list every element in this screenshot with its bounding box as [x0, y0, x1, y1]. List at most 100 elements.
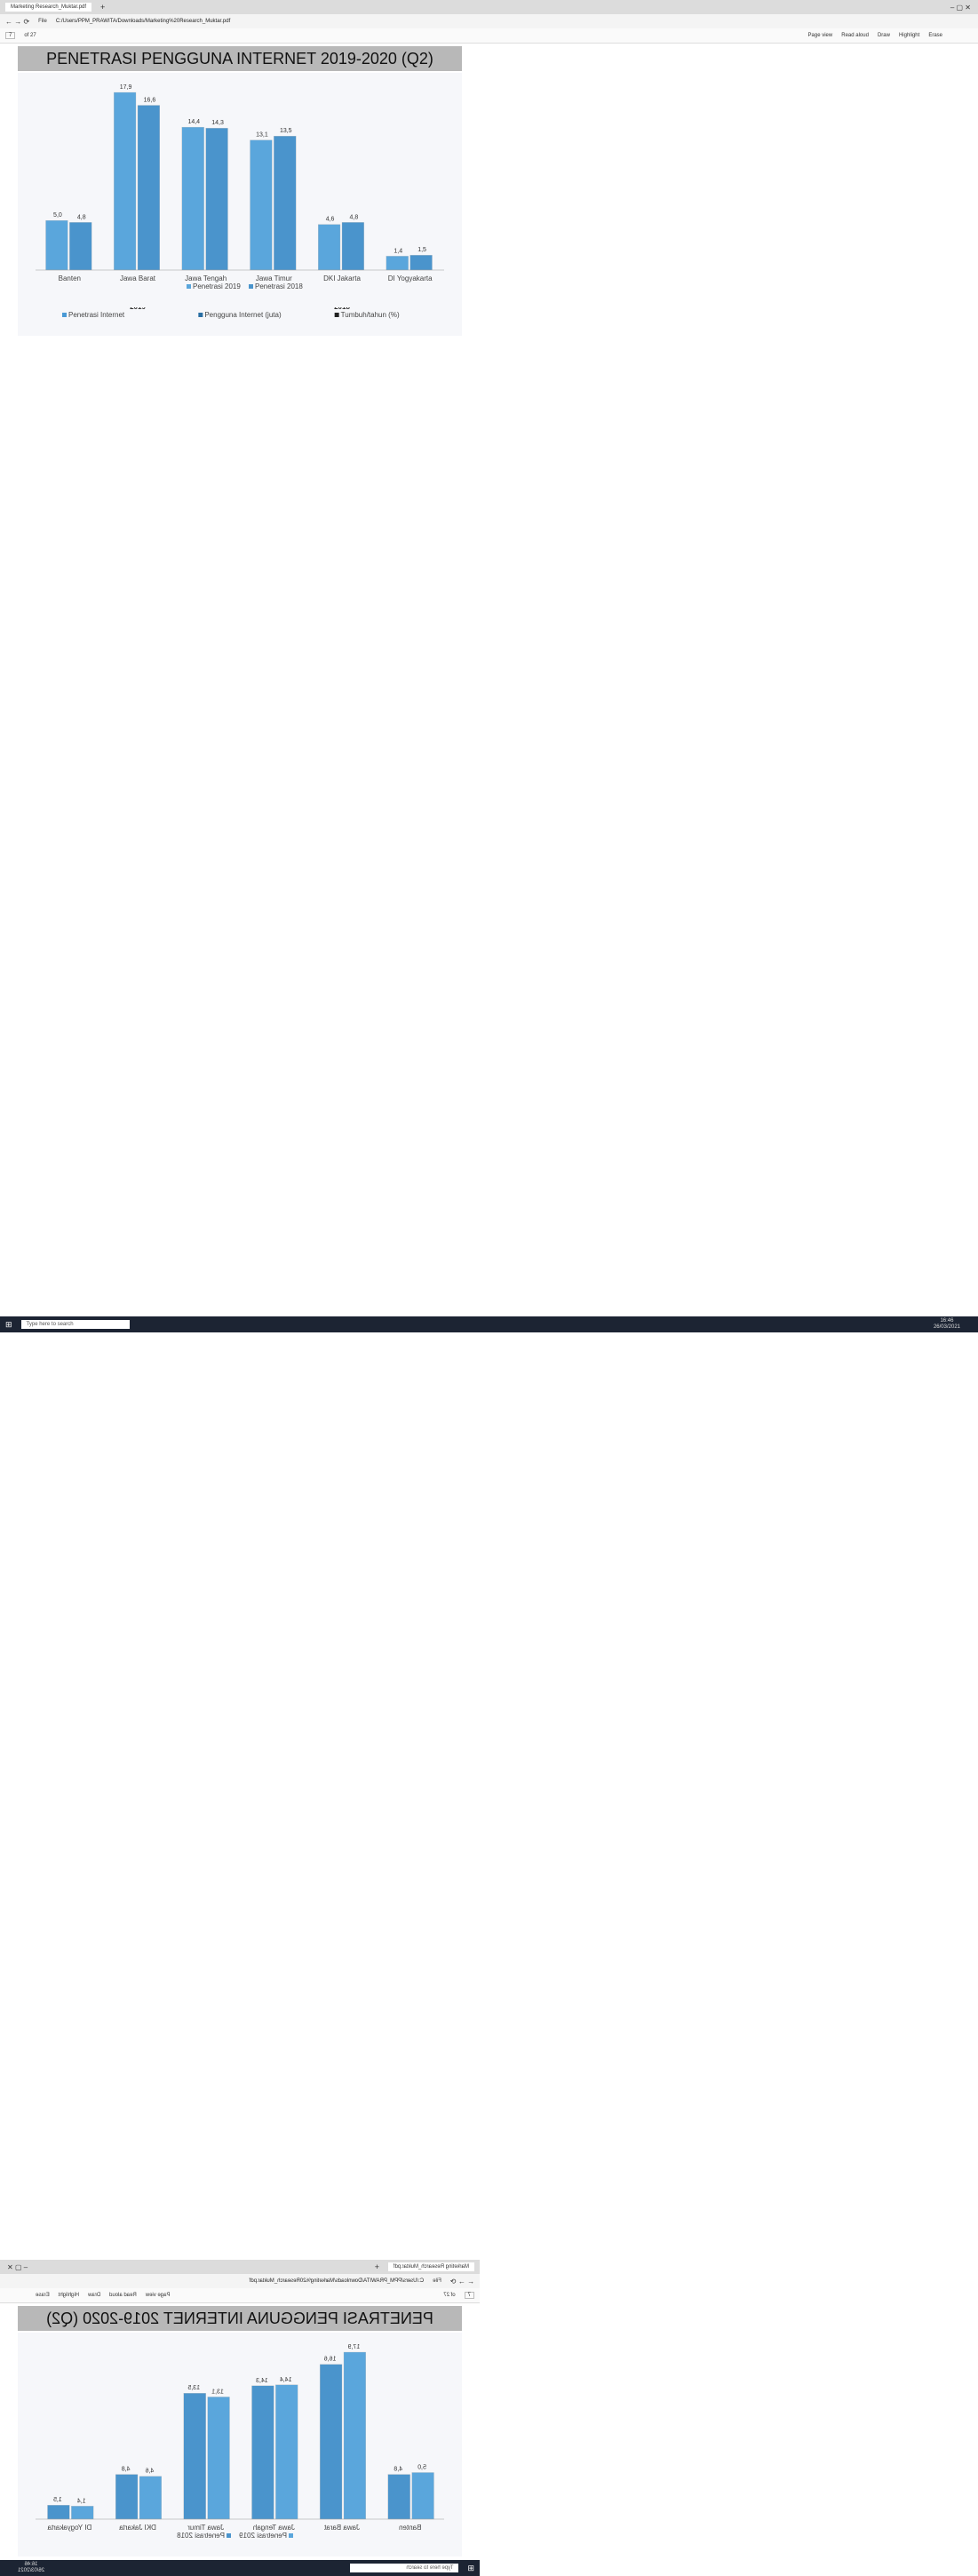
- browser-tab[interactable]: Marketing Research_Muktar.pdf: [5, 3, 91, 12]
- value-label: 4,6: [326, 217, 335, 223]
- url[interactable]: C:/Users/PPM_PRAWITA/Downloads/Marketing…: [56, 19, 230, 24]
- pdf-window: Marketing Research_Muktar.pdf+– ▢ ✕← → ⟳…: [0, 1222, 480, 1578]
- category-label: Jawa Tengah: [185, 274, 227, 282]
- category-label: DI Yogyakarta: [388, 274, 433, 282]
- search-box[interactable]: Type here to search: [21, 1320, 130, 1329]
- time: 16:46: [18, 2562, 44, 2568]
- category-label: Jawa Tengah: [253, 2524, 295, 2532]
- category-label: Banten: [399, 2524, 421, 2532]
- value-label: 4,8: [122, 2467, 131, 2473]
- value-label: 1,4: [77, 2498, 86, 2504]
- toolbar-button[interactable]: Erase: [36, 2293, 50, 2298]
- bar: [138, 106, 160, 270]
- tab-bar: Marketing Research_Muktar.pdf + – ▢ ✕: [0, 0, 978, 14]
- nav-buttons[interactable]: ← → ⟳: [450, 2278, 474, 2286]
- search-box[interactable]: Type here to search: [350, 2564, 458, 2572]
- bar: [274, 136, 296, 270]
- start-button[interactable]: ⊞: [467, 2564, 474, 2573]
- browser-tab[interactable]: Marketing Research_Muktar.pdf: [388, 2262, 474, 2271]
- value-label: 5,0: [417, 2464, 426, 2470]
- pdf-window: Marketing Research_Muktar.pdf+– ▢ ✕← → ⟳…: [0, 1578, 480, 1933]
- legend-label: Penetrasi Internet: [68, 311, 125, 319]
- toolbar-button[interactable]: Read aloud: [841, 33, 869, 38]
- toolbar-button[interactable]: Erase: [928, 33, 942, 38]
- bar: [114, 92, 136, 270]
- chart-background: [18, 73, 462, 307]
- legend-swatch: [227, 2533, 231, 2538]
- legend-label: Pengguna Internet (juta): [204, 311, 282, 319]
- toolbar-button[interactable]: Highlight: [59, 2293, 79, 2298]
- bar: [48, 2505, 70, 2519]
- bar: [386, 256, 409, 270]
- legend-label: Penetrasi 2018: [177, 2532, 225, 2540]
- slide-title: PENETRASI PENGGUNA INTERNET 2019-2020 (Q…: [46, 2310, 433, 2328]
- category-label: Jawa Timur: [187, 2524, 224, 2532]
- page-number[interactable]: 7: [465, 2292, 474, 2299]
- toolbar-button[interactable]: Page view: [146, 2293, 171, 2298]
- bar: [71, 2506, 93, 2519]
- value-label: 1,5: [417, 247, 426, 253]
- nav-buttons[interactable]: ← → ⟳: [5, 18, 29, 26]
- address-bar: ← → ⟳ File C:/Users/PPM_PRAWITA/Downloads/…: [0, 14, 978, 28]
- value-label: 4,8: [394, 2467, 402, 2473]
- legend-swatch: [289, 2533, 293, 2538]
- page-number[interactable]: 7: [5, 32, 15, 39]
- slide-title-bar: PENETRASI PENGGUNA INTERNET 2019-2020 (Q…: [18, 46, 462, 71]
- toolbar-button[interactable]: Draw: [88, 2293, 100, 2298]
- bar: [250, 140, 273, 270]
- bar: [388, 2475, 410, 2519]
- toolbar-button[interactable]: Read aloud: [109, 2293, 137, 2298]
- bar: [412, 2472, 434, 2519]
- legend-label: Penetrasi 2019: [239, 2532, 287, 2540]
- page: Marketing Research_Muktar.pdf + – ▢ ✕ ← → ⟳…: [0, 0, 978, 1332]
- value-label: 16,6: [324, 2357, 337, 2363]
- value-label: 17,9: [120, 84, 132, 91]
- page-count: of 27: [443, 2293, 455, 2298]
- file-label: File: [433, 2278, 441, 2284]
- value-label: 13,1: [211, 2389, 224, 2395]
- category-label: Jawa Barat: [323, 2524, 360, 2532]
- bar: [115, 2475, 138, 2519]
- file-label: File: [38, 19, 47, 24]
- value-label: 4,6: [145, 2469, 154, 2475]
- value-label: 16,6: [144, 98, 156, 104]
- legend-swatch: [335, 313, 339, 317]
- bar: [320, 2365, 342, 2519]
- bar: [69, 222, 91, 270]
- bar: [46, 220, 68, 270]
- toolbar-button[interactable]: Page view: [808, 33, 833, 38]
- category-label: DKI Jakarta: [119, 2524, 156, 2532]
- bar: [252, 2386, 274, 2519]
- window-controls[interactable]: – ▢ ✕: [0, 2263, 28, 2271]
- screenshot-grid: Marketing Research_Muktar.pdf + – ▢ ✕ ← → ⟳…: [0, 0, 978, 2576]
- bar: [184, 2393, 206, 2519]
- bar: [342, 222, 364, 270]
- pdf-window: Marketing Research_Muktar.pdf+– ▢ ✕← → ⟳…: [0, 922, 480, 1222]
- chart: 5,017,914,413,14,61,44,816,614,313,54,81…: [18, 73, 462, 307]
- value-label: 4,8: [350, 214, 359, 220]
- start-button[interactable]: ⊞: [5, 1320, 12, 1330]
- legend-swatch: [249, 284, 253, 289]
- value-label: 5,0: [53, 212, 62, 219]
- slide-title-bar: PENETRASI PENGGUNA INTERNET 2019-2020 (Q…: [18, 2306, 462, 2331]
- bar: [139, 2477, 162, 2519]
- toolbar-button[interactable]: Draw: [878, 33, 890, 38]
- new-tab-button[interactable]: +: [375, 2262, 379, 2271]
- slide: PENETRASI PENGGUNA INTERNET 2019-2020 (Q…: [18, 2306, 462, 2556]
- toolbar-button[interactable]: Highlight: [899, 33, 919, 38]
- legend-swatch: [198, 313, 203, 317]
- window-controls[interactable]: – ▢ ✕: [950, 4, 978, 12]
- new-tab-button[interactable]: +: [100, 3, 105, 12]
- slide-title: PENETRASI PENGGUNA INTERNET 2019-2020 (Q…: [46, 50, 433, 68]
- page-count: of 27: [24, 33, 36, 38]
- bar: [344, 2352, 366, 2519]
- url[interactable]: C:/Users/PPM_PRAWITA/Downloads/Marketing…: [250, 2278, 424, 2284]
- pdf-window: Marketing Research_Muktar.pdf + – ▢ ✕ ← → ⟳…: [0, 2260, 480, 2576]
- pdf-window: Marketing Research_Muktar.pdf+– ▢ ✕← → ⟳…: [0, 1933, 480, 2260]
- value-label: 1,4: [394, 248, 402, 254]
- category-label: Banten: [59, 274, 81, 282]
- tab-bar: Marketing Research_Muktar.pdf + – ▢ ✕: [0, 2260, 480, 2274]
